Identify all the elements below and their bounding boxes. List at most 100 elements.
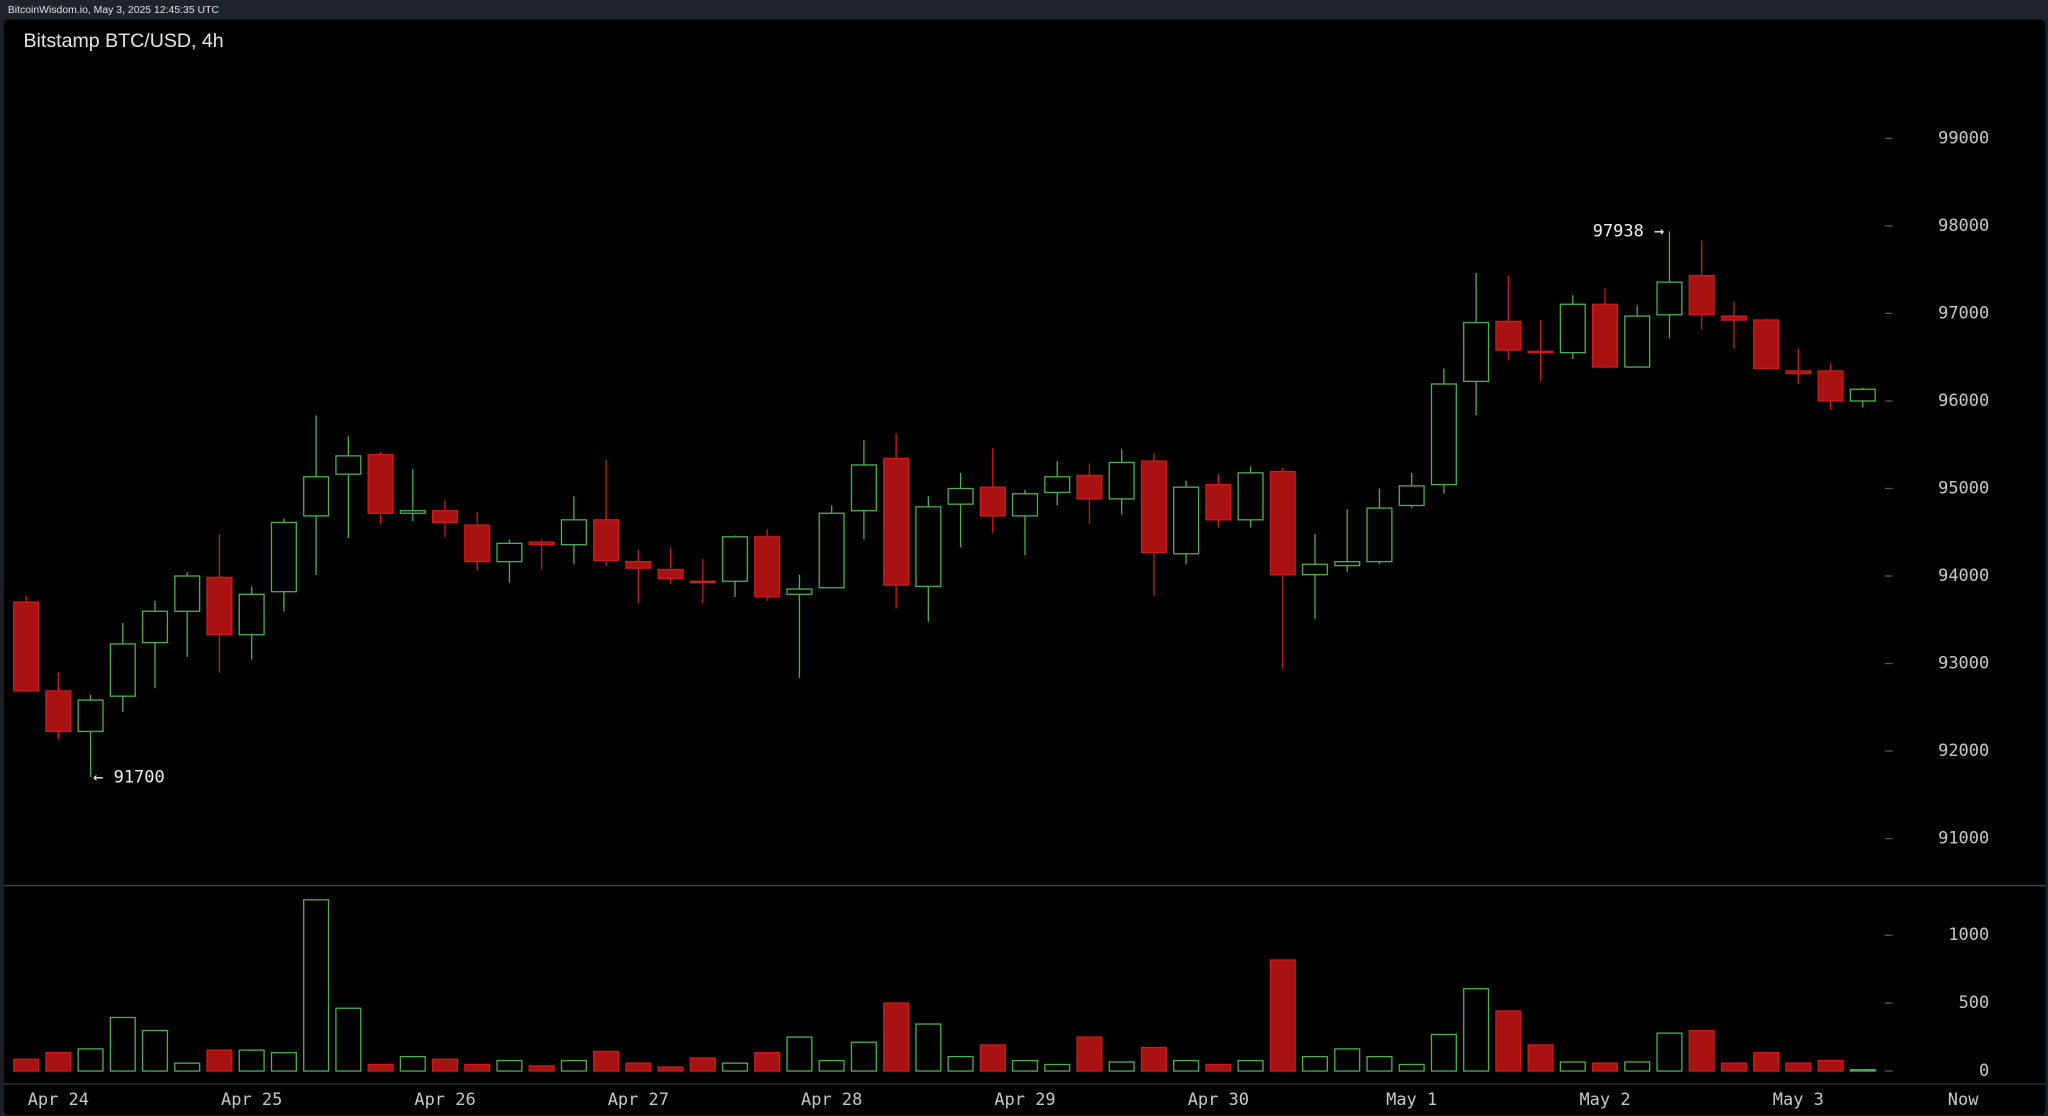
x-tick-label: Apr 29: [994, 1090, 1055, 1110]
volume-tick-label: 500: [1959, 993, 1990, 1013]
candle-body: [1624, 315, 1651, 368]
candle-body: [1076, 474, 1103, 500]
candle-body: [1011, 493, 1039, 517]
y-tick-label: 96000: [1938, 391, 1989, 411]
volume-bar: [786, 1036, 813, 1072]
y-tick-label: 97000: [1938, 303, 1989, 323]
volume-bar: [1849, 1069, 1876, 1072]
volume-tick-label: 0: [1979, 1061, 1989, 1081]
candle-body: [206, 576, 233, 636]
volume-bar: [1785, 1062, 1812, 1072]
candle-body: [1591, 303, 1619, 368]
candle-body: [109, 643, 136, 697]
candle-body: [367, 453, 394, 514]
volume-bar: [1173, 1059, 1200, 1072]
candle-body: [818, 512, 845, 589]
volume-bar: [238, 1049, 265, 1072]
volume-bar: [270, 1052, 297, 1072]
volume-bar: [1430, 1033, 1457, 1072]
volume-bar: [560, 1059, 587, 1072]
candle-body: [593, 519, 620, 561]
volume-bar: [1237, 1059, 1264, 1072]
volume-bar: [818, 1059, 845, 1072]
volume-bar: [947, 1055, 974, 1072]
volume-bar: [1334, 1048, 1361, 1072]
y-tick-label: 94000: [1938, 566, 1989, 586]
candle-body: [1334, 561, 1361, 567]
volume-bar: [883, 1002, 910, 1072]
volume-bar: [1076, 1036, 1103, 1072]
candle-body: [270, 521, 297, 593]
candle-body: [560, 519, 587, 546]
volume-bar: [496, 1059, 523, 1072]
x-tick-label: Apr 25: [221, 1090, 282, 1110]
candle-body: [915, 506, 942, 588]
volume-tick-label: 1000: [1948, 925, 1989, 945]
volume-bar: [45, 1052, 72, 1072]
candle-body: [657, 568, 684, 580]
candle-body: [528, 541, 555, 546]
volume-bar: [399, 1055, 426, 1072]
candle-body: [335, 455, 362, 475]
candle-body: [1269, 470, 1296, 576]
candle-body: [303, 476, 330, 517]
candle-body: [1785, 370, 1812, 375]
candle-body: [883, 457, 910, 586]
candle-body: [431, 510, 459, 524]
candle-body: [1527, 350, 1554, 354]
candle-body: [1366, 507, 1393, 563]
volume-bar: [689, 1057, 716, 1072]
volume-bar: [1108, 1061, 1135, 1072]
low-annotation: ← 91700: [93, 767, 165, 787]
volume-bar: [1591, 1062, 1619, 1072]
volume-bar: [1753, 1052, 1780, 1072]
volume-bar: [464, 1063, 491, 1072]
candle-body: [689, 580, 716, 584]
candle-body: [45, 690, 72, 733]
volume-bar: [1301, 1055, 1329, 1072]
volume-bar: [206, 1049, 233, 1072]
candle-body: [399, 510, 426, 514]
volume-bar: [625, 1062, 652, 1072]
candle-body: [1720, 315, 1747, 321]
volume-bar: [335, 1007, 362, 1072]
high-annotation: 97938 →: [1593, 221, 1665, 241]
volume-bar: [1044, 1063, 1071, 1072]
candle-body: [1559, 303, 1586, 354]
volume-bar: [174, 1062, 201, 1072]
candle-body: [1140, 460, 1167, 554]
volume-bar: [1817, 1059, 1844, 1072]
volume-bar: [754, 1052, 781, 1072]
header-text: BitcoinWisdom.io, May 3, 2025 12:45:35 U…: [8, 5, 220, 16]
volume-bar: [1656, 1032, 1683, 1072]
candle-body: [464, 524, 491, 563]
y-tick-label: 98000: [1938, 216, 1989, 236]
volume-bar: [1527, 1044, 1554, 1072]
volume-bar: [1269, 959, 1296, 1072]
x-tick-label: Apr 27: [608, 1090, 669, 1110]
x-tick-label: May 2: [1579, 1090, 1630, 1110]
candle-body: [979, 486, 1006, 517]
candle-body: [1688, 274, 1715, 316]
volume-bar: [1720, 1062, 1747, 1072]
candle-body: [850, 464, 877, 512]
candle-body: [1301, 563, 1329, 576]
x-tick-label: Apr 26: [414, 1090, 475, 1110]
volume-bar: [367, 1063, 394, 1072]
volume-bar: [1398, 1063, 1425, 1072]
volume-bar: [431, 1058, 459, 1072]
volume-bar: [109, 1016, 136, 1072]
chart-panel: [3, 19, 2046, 1116]
volume-bar: [303, 899, 330, 1072]
volume-bar: [979, 1044, 1006, 1072]
volume-bar: [77, 1048, 104, 1072]
candle-body: [174, 575, 201, 612]
volume-bar: [1011, 1059, 1039, 1072]
volume-bar: [1205, 1063, 1232, 1072]
volume-bar: [721, 1062, 749, 1072]
candle-body: [625, 561, 652, 569]
candle-body: [1753, 319, 1780, 369]
y-tick-label: 92000: [1938, 741, 1989, 761]
